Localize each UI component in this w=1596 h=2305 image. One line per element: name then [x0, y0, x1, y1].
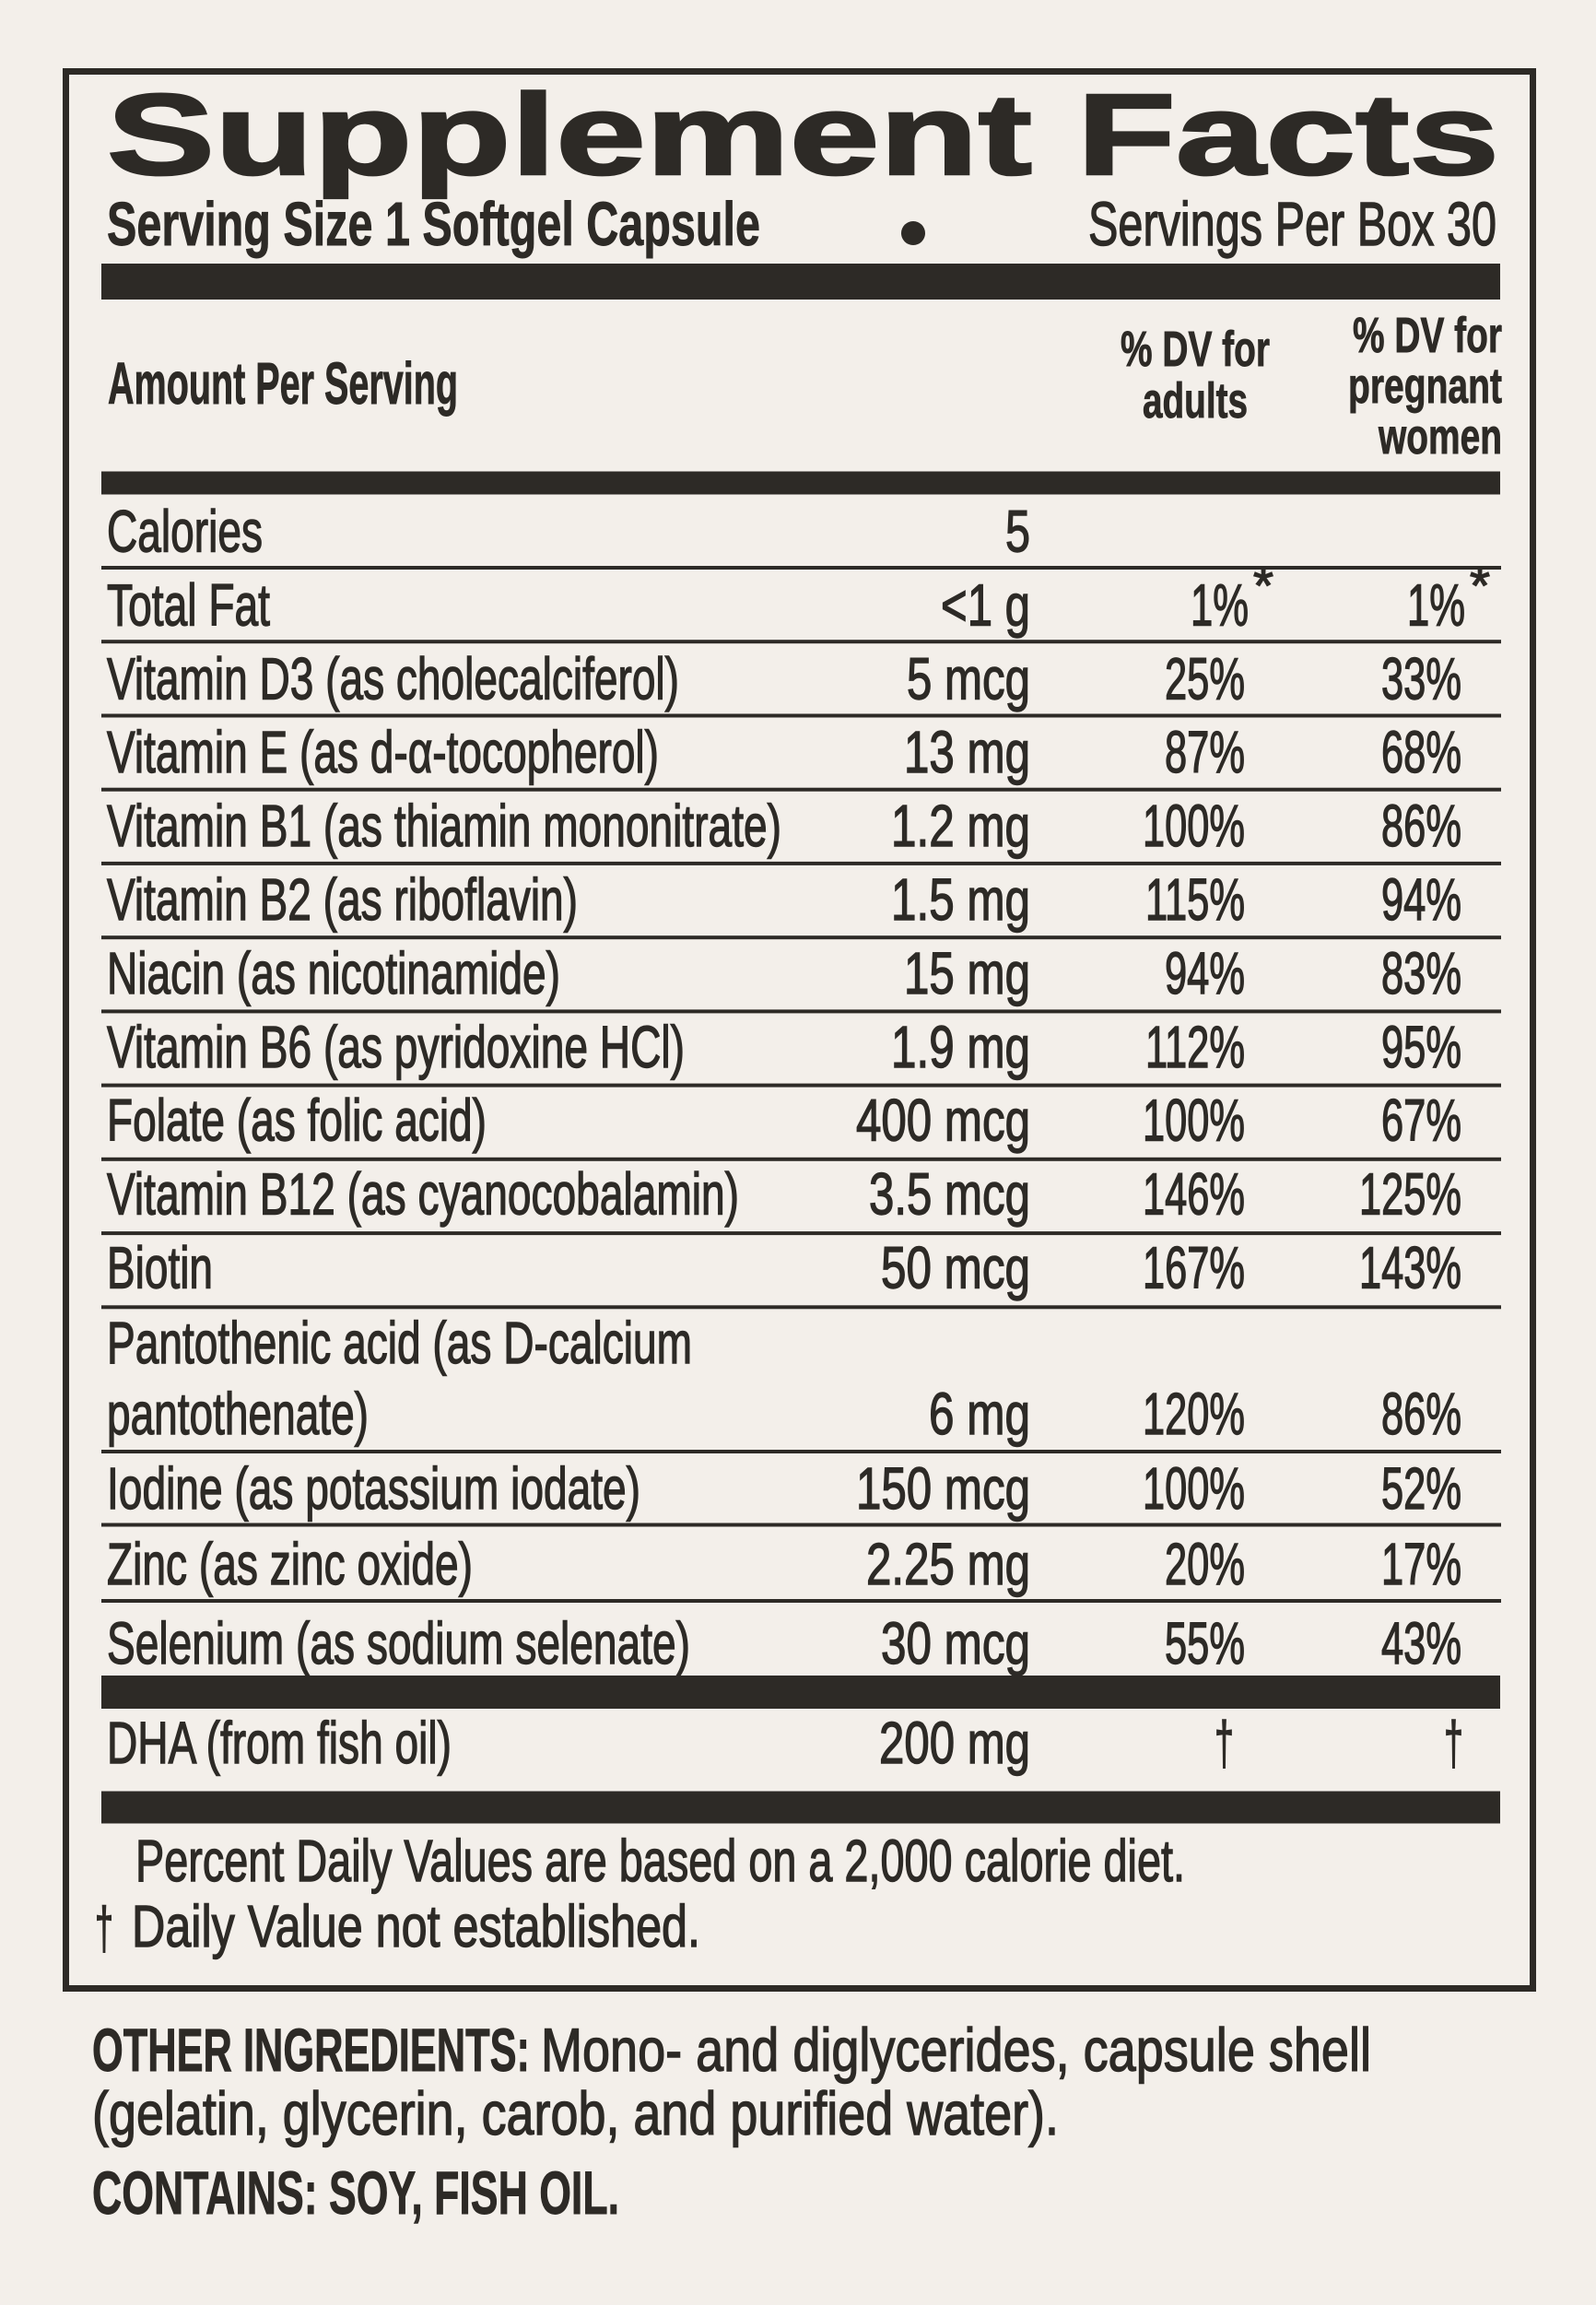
svg-text:Biotin: Biotin — [107, 1235, 213, 1301]
svg-text:CONTAINS: SOY, FISH OIL.: CONTAINS: SOY, FISH OIL. — [92, 2158, 619, 2227]
svg-text:<1 g: <1 g — [941, 571, 1030, 638]
svg-text:Zinc (as zinc oxide): Zinc (as zinc oxide) — [107, 1531, 473, 1597]
svg-text:146%: 146% — [1143, 1161, 1245, 1228]
svg-text:1.2 mg: 1.2 mg — [891, 793, 1030, 859]
svg-text:33%: 33% — [1381, 645, 1461, 711]
svg-text:100%: 100% — [1143, 1088, 1245, 1154]
svg-text:Vitamin B6 (as pyridoxine HCl): Vitamin B6 (as pyridoxine HCl) — [107, 1014, 685, 1080]
svg-text:Supplement Facts: Supplement Facts — [107, 71, 1499, 199]
svg-text:95%: 95% — [1381, 1014, 1461, 1080]
svg-text:25%: 25% — [1165, 645, 1245, 711]
svg-text:87%: 87% — [1165, 719, 1245, 785]
svg-text:Iodine (as potassium iodate): Iodine (as potassium iodate) — [107, 1455, 640, 1522]
svg-text:(gelatin, glycerin, carob, and: (gelatin, glycerin, carob, and purified … — [92, 2079, 1059, 2147]
svg-text:143%: 143% — [1359, 1235, 1461, 1301]
svg-text:150 mcg: 150 mcg — [856, 1455, 1030, 1522]
svg-text:Serving Size 1 Softgel Capsule: Serving Size 1 Softgel Capsule — [107, 190, 760, 259]
svg-text:1.9 mg: 1.9 mg — [891, 1014, 1030, 1080]
svg-text:400 mcg: 400 mcg — [856, 1088, 1030, 1154]
svg-text:43%: 43% — [1381, 1610, 1461, 1676]
svg-text:5 mcg: 5 mcg — [907, 645, 1030, 711]
svg-text:Vitamin E (as d-α-tocopherol): Vitamin E (as d-α-tocopherol) — [107, 719, 659, 785]
svg-text:Pantothenic acid (as D-calcium: Pantothenic acid (as D-calcium — [107, 1310, 692, 1376]
svg-text:Selenium (as sodium selenate): Selenium (as sodium selenate) — [107, 1610, 690, 1676]
svg-text:Calories: Calories — [107, 499, 263, 565]
svg-text:30 mcg: 30 mcg — [881, 1610, 1030, 1676]
svg-text:83%: 83% — [1381, 940, 1461, 1006]
svg-text:†: † — [1444, 1709, 1463, 1777]
svg-text:adults: adults — [1143, 373, 1248, 429]
svg-text:Vitamin B2 (as riboflavin): Vitamin B2 (as riboflavin) — [107, 866, 578, 933]
svg-text:6 mg: 6 mg — [929, 1381, 1030, 1447]
svg-text:Daily Value not established.: Daily Value not established. — [132, 1893, 700, 1959]
svg-text:% DV for: % DV for — [1121, 322, 1270, 377]
svg-text:5: 5 — [1005, 499, 1030, 565]
svg-text:100%: 100% — [1143, 793, 1245, 859]
svg-text:women: women — [1378, 409, 1502, 465]
svg-text:15 mg: 15 mg — [904, 940, 1030, 1006]
svg-text:120%: 120% — [1143, 1381, 1245, 1447]
svg-text:86%: 86% — [1381, 793, 1461, 859]
svg-text:Mono- and diglycerides, capsul: Mono- and diglycerides, capsule shell — [541, 2016, 1371, 2084]
svg-text:94%: 94% — [1165, 940, 1245, 1006]
svg-text:115%: 115% — [1145, 866, 1245, 933]
svg-text:86%: 86% — [1381, 1381, 1461, 1447]
svg-text:67%: 67% — [1381, 1088, 1461, 1154]
svg-text:Niacin (as nicotinamide): Niacin (as nicotinamide) — [107, 940, 560, 1006]
svg-text:112%: 112% — [1145, 1014, 1245, 1080]
svg-text:OTHER INGREDIENTS:: OTHER INGREDIENTS: — [92, 2016, 530, 2084]
svg-text:Amount Per Serving: Amount Per Serving — [108, 350, 458, 417]
svg-text:Total Fat: Total Fat — [107, 571, 270, 638]
svg-text:55%: 55% — [1165, 1610, 1245, 1676]
svg-text:*: * — [1253, 556, 1273, 614]
svg-text:17%: 17% — [1381, 1531, 1461, 1597]
svg-text:2.25 mg: 2.25 mg — [866, 1531, 1030, 1597]
svg-text:200 mg: 200 mg — [879, 1710, 1030, 1776]
svg-text:68%: 68% — [1381, 719, 1461, 785]
svg-text:Vitamin B12 (as cyanocobalamin: Vitamin B12 (as cyanocobalamin) — [107, 1161, 739, 1228]
svg-text:pregnant: pregnant — [1348, 359, 1502, 414]
svg-text:Vitamin D3 (as cholecalciferol: Vitamin D3 (as cholecalciferol) — [107, 645, 679, 711]
svg-text:DHA (from fish oil): DHA (from fish oil) — [107, 1710, 452, 1776]
svg-text:†: † — [95, 1895, 113, 1961]
svg-text:13 mg: 13 mg — [904, 719, 1030, 785]
svg-text:167%: 167% — [1143, 1235, 1245, 1301]
svg-text:1%: 1% — [1407, 571, 1465, 638]
svg-text:94%: 94% — [1381, 866, 1461, 933]
svg-text:100%: 100% — [1143, 1455, 1245, 1522]
svg-text:Percent Daily Values are based: Percent Daily Values are based on a 2,00… — [135, 1828, 1185, 1894]
svg-text:125%: 125% — [1359, 1161, 1461, 1228]
svg-text:52%: 52% — [1381, 1455, 1461, 1522]
svg-text:1%: 1% — [1191, 571, 1249, 638]
svg-text:Folate (as folic acid): Folate (as folic acid) — [107, 1088, 487, 1154]
svg-text:% DV for: % DV for — [1353, 308, 1502, 363]
svg-text:Vitamin B1 (as thiamin mononit: Vitamin B1 (as thiamin mononitrate) — [107, 793, 781, 859]
svg-text:50 mcg: 50 mcg — [881, 1235, 1030, 1301]
svg-text:*: * — [1470, 556, 1490, 614]
svg-text:20%: 20% — [1165, 1531, 1245, 1597]
svg-text:3.5 mcg: 3.5 mcg — [869, 1161, 1030, 1228]
svg-text:pantothenate): pantothenate) — [107, 1381, 369, 1447]
svg-text:1.5 mg: 1.5 mg — [891, 866, 1030, 933]
svg-text:†: † — [1215, 1709, 1234, 1777]
svg-text:Servings Per Box 30: Servings Per Box 30 — [1088, 190, 1496, 259]
